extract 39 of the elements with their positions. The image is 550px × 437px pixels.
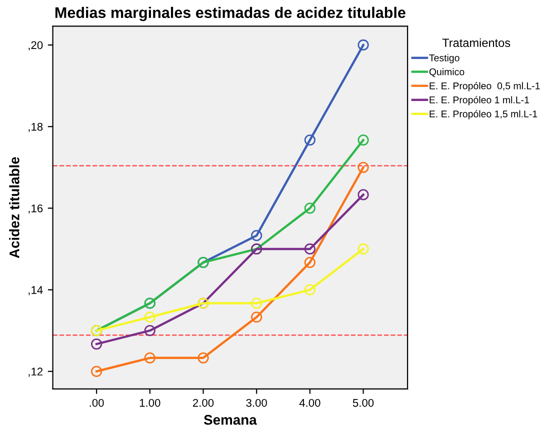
- legend-label: Testigo: [429, 54, 460, 64]
- point: [251, 230, 262, 242]
- chart-title: Medias marginales estimadas de acidez titulable: [55, 6, 406, 22]
- point: [304, 243, 316, 255]
- y-tick-label: ,14: [28, 286, 43, 296]
- point: [304, 134, 316, 146]
- point: [251, 312, 262, 323]
- legend-label: E. E. Propóleo 1,5 ml.L-1: [430, 110, 538, 120]
- point: [304, 256, 316, 268]
- y-axis-title: Acidez titulable: [9, 157, 20, 258]
- x-tick-label: 5.00: [352, 398, 374, 407]
- x-tick-label: 4.00: [299, 398, 320, 407]
- legend-label: Quimico: [429, 68, 464, 78]
- point: [144, 312, 156, 323]
- point: [358, 243, 369, 255]
- x-tick-label: 1.00: [140, 398, 160, 407]
- x-tick-label: .00: [90, 398, 104, 407]
- point: [198, 352, 209, 364]
- point: [358, 134, 369, 146]
- y-tick-label: ,16: [28, 204, 43, 214]
- point: [358, 189, 369, 200]
- point: [304, 202, 316, 214]
- y-tick-label: ,12: [28, 368, 43, 377]
- legend-label: E. E. Propóleo 1 ml.L-1: [430, 96, 529, 106]
- x-tick-label: 3.00: [246, 398, 267, 407]
- point: [304, 284, 316, 296]
- y-tick-label: ,18: [28, 122, 43, 132]
- legend-label: E. E. Propóleo 0,5 ml.L-1: [430, 82, 540, 92]
- point: [144, 325, 156, 336]
- point: [144, 352, 156, 364]
- legend-title: Tratamientos: [442, 38, 510, 48]
- point: [358, 162, 369, 173]
- y-tick-label: ,20: [28, 41, 43, 50]
- x-axis-title: Semana: [204, 414, 257, 425]
- x-tick-label: 2.00: [192, 398, 214, 407]
- point: [358, 39, 369, 51]
- point: [90, 366, 102, 377]
- point: [251, 298, 262, 309]
- point: [90, 338, 102, 350]
